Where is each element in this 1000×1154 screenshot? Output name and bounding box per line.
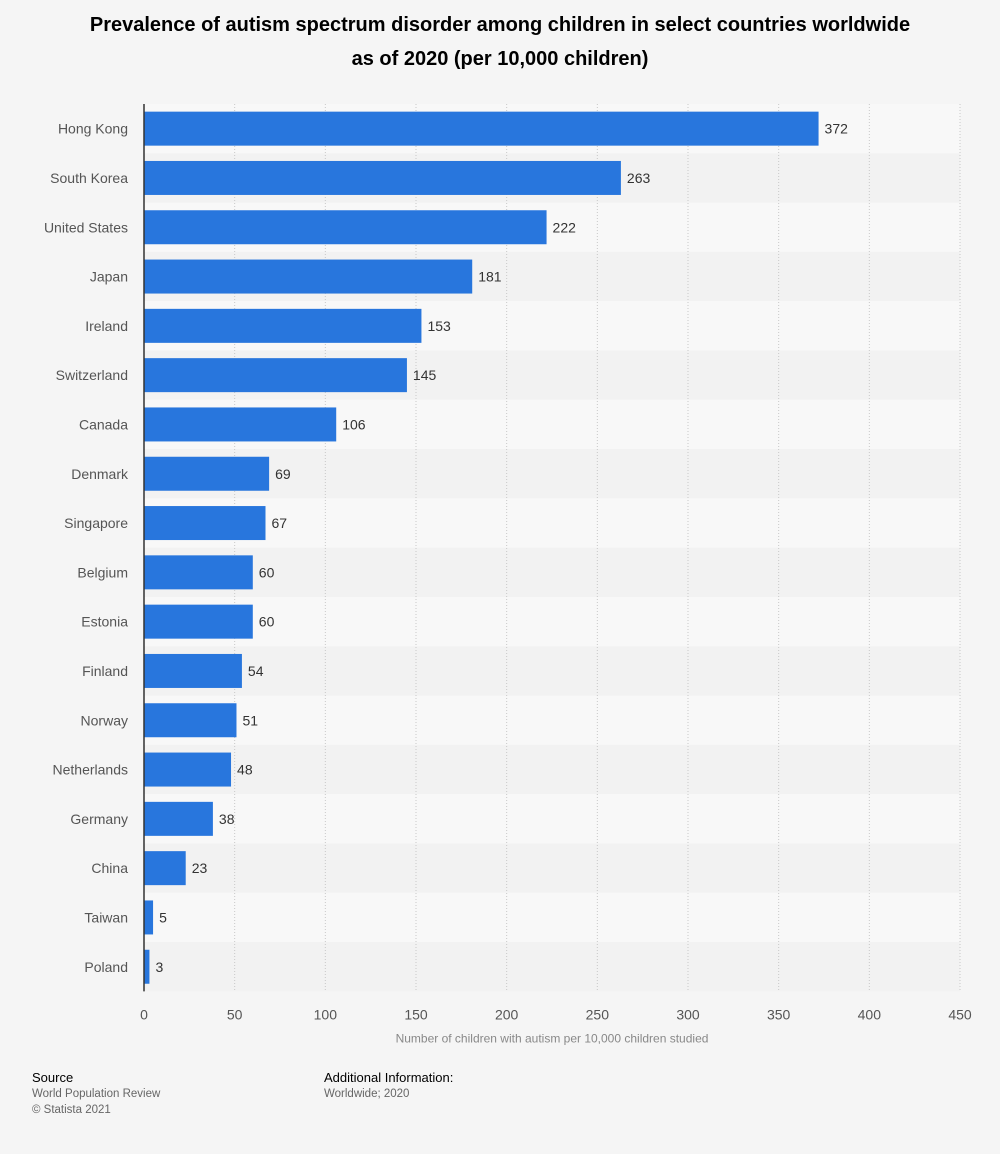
row-band	[144, 498, 960, 548]
additional-info-block: Additional Information: Worldwide; 2020	[324, 1070, 453, 1102]
bar-canada	[144, 407, 337, 442]
row-band	[144, 794, 960, 844]
category-label: United States	[44, 219, 128, 235]
value-label: 153	[427, 318, 451, 334]
category-label: Norway	[81, 712, 128, 728]
bar-netherlands	[144, 752, 232, 787]
bar-denmark	[144, 456, 270, 491]
source-text[interactable]: World Population Review	[32, 1088, 161, 1100]
bar-taiwan	[144, 900, 154, 935]
row-band	[144, 695, 960, 745]
x-tick-label: 0	[140, 1006, 148, 1022]
value-label: 60	[259, 564, 275, 580]
category-label: South Korea	[50, 170, 128, 186]
category-label: Canada	[79, 416, 128, 432]
source-heading: Source	[32, 1070, 74, 1085]
value-label: 263	[627, 170, 651, 186]
x-tick-label: 250	[586, 1006, 610, 1022]
bar-switzerland	[144, 358, 407, 393]
category-label: Japan	[90, 269, 128, 285]
value-label: 372	[825, 121, 849, 137]
bar-chart: 372 Hong Kong 263 South Korea 222 United Stat…	[44, 104, 972, 1045]
x-tick-label: 350	[767, 1006, 791, 1022]
info-text: Worldwide; 2020	[324, 1088, 410, 1100]
bar-norway	[144, 703, 237, 738]
row-band	[144, 744, 960, 795]
x-tick-label: 400	[858, 1006, 882, 1022]
value-label: 54	[248, 663, 264, 679]
value-label: 181	[478, 269, 502, 285]
x-tick-label: 150	[404, 1006, 428, 1022]
category-label: Taiwan	[84, 909, 128, 925]
bar-singapore	[144, 506, 266, 541]
value-label: 145	[413, 367, 437, 383]
row-band	[144, 646, 960, 696]
value-label: 60	[259, 614, 275, 630]
category-label: Poland	[84, 959, 128, 975]
chart-title: Prevalence of autism spectrum disorder a…	[0, 8, 1000, 76]
category-label: Netherlands	[53, 762, 129, 778]
category-label: Belgium	[77, 564, 128, 580]
bar-hong-kong	[144, 111, 819, 146]
value-label: 5	[159, 909, 167, 925]
x-tick-label: 450	[948, 1006, 972, 1022]
row-band	[144, 942, 960, 992]
row-band	[144, 449, 960, 499]
x-tick-label: 200	[495, 1006, 519, 1022]
chart-title-line-2: as of 2020 (per 10,000 children)	[351, 48, 649, 70]
row-band	[144, 843, 960, 893]
value-label: 38	[219, 811, 235, 827]
bar-japan	[144, 259, 473, 294]
value-label: 23	[192, 860, 208, 876]
bar-poland	[144, 949, 150, 984]
category-label: Singapore	[64, 515, 128, 531]
category-label: Ireland	[85, 318, 128, 334]
value-label: 222	[553, 219, 577, 235]
value-label: 67	[271, 515, 287, 531]
row-band	[144, 892, 960, 943]
value-label: 106	[342, 416, 366, 432]
info-heading: Additional Information:	[324, 1070, 454, 1085]
bar-finland	[144, 653, 242, 688]
x-axis-title: Number of children with autism per 10,00…	[396, 1031, 709, 1045]
bar-germany	[144, 801, 213, 836]
category-label: Estonia	[81, 614, 128, 630]
x-tick-label: 300	[676, 1006, 700, 1022]
value-label: 69	[275, 466, 291, 482]
bar-ireland	[144, 308, 422, 343]
chart-title-line-1: Prevalence of autism spectrum disorder a…	[89, 14, 911, 36]
bar-china	[144, 851, 186, 886]
value-label: 3	[155, 959, 163, 975]
category-label: Hong Kong	[58, 121, 128, 137]
category-label: Germany	[70, 811, 128, 827]
bar-estonia	[144, 604, 253, 639]
value-label: 51	[242, 712, 258, 728]
x-tick-label: 50	[227, 1006, 243, 1022]
bar-south-korea	[144, 160, 621, 195]
bar-belgium	[144, 555, 253, 590]
category-label: Denmark	[71, 466, 129, 482]
category-label: Switzerland	[56, 367, 128, 383]
copyright-text: © Statista 2021	[32, 1104, 111, 1116]
row-band	[144, 547, 960, 597]
source-block: Source World Population Review © Statist…	[32, 1070, 160, 1118]
value-label: 48	[237, 762, 253, 778]
category-label: China	[91, 860, 128, 876]
row-band	[144, 597, 960, 647]
category-label: Finland	[82, 663, 128, 679]
bar-united-states	[144, 210, 547, 245]
x-tick-label: 100	[314, 1006, 338, 1022]
